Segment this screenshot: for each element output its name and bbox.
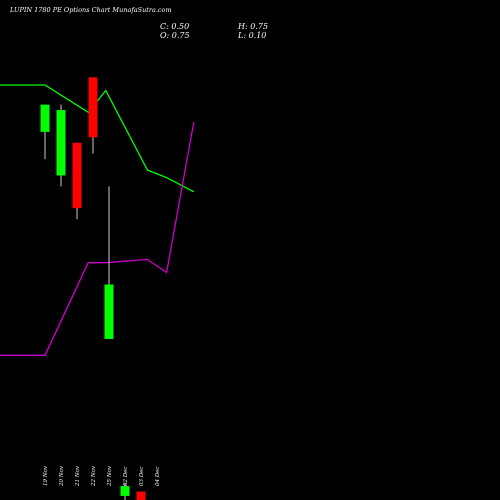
x-tick-label-1: 19 Nov bbox=[43, 465, 49, 486]
x-tick-label-6: 02 Dec bbox=[123, 467, 129, 487]
x-tick-label-8: 04 Dec bbox=[155, 467, 161, 487]
chart-title: LUPIN 1780 PE Options Chart MunafaSutra.… bbox=[10, 6, 172, 14]
low-readout: L: 0.10 bbox=[238, 31, 267, 40]
close-value: 0.50 bbox=[171, 22, 190, 31]
x-tick-label-3: 21 Nov bbox=[75, 465, 81, 487]
candle-body-3 bbox=[72, 142, 82, 209]
x-tick-label-4: 22 Nov bbox=[91, 465, 97, 487]
x-tick-label-2: 20 Nov bbox=[59, 465, 65, 487]
low-value: 0.10 bbox=[248, 31, 267, 40]
overlay-line-2 bbox=[0, 121, 195, 356]
close-readout: C: 0.50 bbox=[160, 22, 190, 31]
candle-body-6 bbox=[120, 486, 130, 496]
candle-body-7 bbox=[136, 491, 146, 500]
high-value: 0.75 bbox=[250, 22, 269, 31]
candle-body-5 bbox=[104, 284, 114, 339]
x-tick-label-7: 03 Dec bbox=[139, 467, 145, 487]
open-readout: O: 0.75 bbox=[160, 31, 190, 40]
candle-body-4 bbox=[88, 77, 98, 138]
candle-body-1 bbox=[40, 104, 50, 132]
open-value: 0.75 bbox=[171, 31, 190, 40]
high-readout: H: 0.75 bbox=[238, 22, 269, 31]
x-tick-label-5: 25 Nov bbox=[107, 465, 113, 487]
candle-body-2 bbox=[56, 110, 66, 176]
